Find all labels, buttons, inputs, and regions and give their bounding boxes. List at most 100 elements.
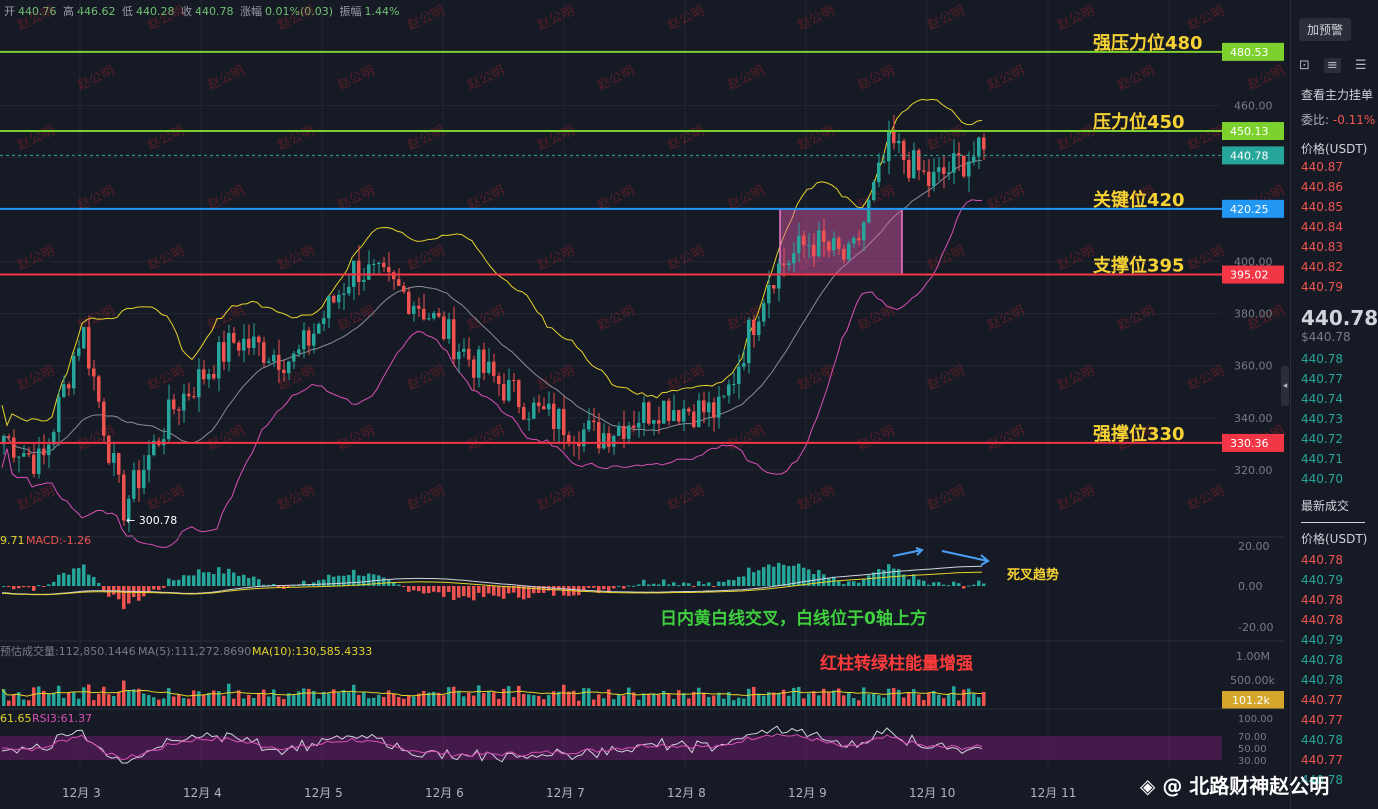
macd-histogram-bar (462, 586, 466, 597)
volume-bar (607, 689, 611, 706)
macd-histogram-bar (77, 567, 81, 586)
volume-bar (167, 688, 171, 706)
candle-body (672, 410, 676, 422)
collapse-sidebar-icon[interactable]: ◂ (1281, 366, 1289, 406)
candle-body (182, 393, 186, 411)
volume-bar (352, 684, 356, 706)
price-tick-label: 360.00 (1234, 360, 1273, 373)
candle-body (462, 348, 466, 352)
candle-body (832, 238, 836, 251)
ask-row[interactable]: 440.79 (1301, 280, 1343, 294)
add-alert-button[interactable]: 加预警 (1299, 18, 1352, 41)
watermark-text: 赵公明 (1055, 4, 1097, 34)
volume-current-tag-text: 101.2k (1232, 694, 1270, 707)
volume-bar (97, 693, 101, 706)
macd-histogram-bar (502, 586, 506, 599)
candle-body (717, 396, 721, 418)
candle-body (367, 264, 371, 280)
macd-histogram-bar (267, 584, 271, 586)
bid-row[interactable]: 440.73 (1301, 412, 1343, 426)
watermark-text: 赵公明 (795, 484, 837, 514)
macd-histogram-bar (217, 567, 221, 586)
bid-row[interactable]: 440.72 (1301, 432, 1343, 446)
rsi-tick-label: 50.00 (1238, 744, 1267, 755)
macd-histogram-bar (97, 582, 101, 586)
rsi-tick-label: 100.00 (1238, 714, 1273, 725)
volume-bar (442, 695, 446, 706)
watermark-text: 赵公明 (795, 124, 837, 154)
macd-histogram-bar (162, 586, 166, 588)
candle-body (297, 349, 301, 354)
volume-bar (142, 693, 146, 706)
bid-row[interactable]: 440.71 (1301, 452, 1343, 466)
candle-body (882, 161, 886, 163)
candle-body (72, 355, 76, 389)
volume-bar (912, 689, 916, 706)
order-ratio-value: -0.11% (1332, 113, 1376, 127)
view-asks-icon[interactable]: ☰ (1354, 58, 1367, 73)
bid-row[interactable]: 440.78 (1301, 352, 1343, 366)
candle-body (912, 150, 916, 179)
macd-histogram-bar (772, 566, 776, 586)
volume-bar (657, 694, 661, 706)
volume-bar (207, 692, 211, 706)
macd-histogram-bar (232, 572, 236, 586)
ask-row[interactable]: 440.87 (1301, 160, 1343, 174)
watermark-text: 赵公明 (15, 364, 57, 394)
candle-body (112, 453, 116, 463)
macd-histogram-bar (637, 584, 641, 586)
bollinger-lower-line (1, 199, 983, 548)
macd-histogram-bar (327, 574, 331, 586)
macd-histogram-bar (17, 586, 21, 589)
volume-bar (507, 686, 511, 706)
bid-row[interactable]: 440.70 (1301, 472, 1343, 486)
volume-bar (197, 691, 201, 706)
candle-body (222, 342, 226, 362)
candle-body (692, 411, 696, 428)
candle-body (502, 384, 506, 401)
macd-histogram-bar (87, 574, 91, 586)
view-bids-icon[interactable]: ≡ (1323, 58, 1341, 73)
macd-histogram-bar (607, 586, 611, 592)
volume-bar (887, 688, 891, 706)
candle-body (597, 422, 601, 449)
bid-row[interactable]: 440.77 (1301, 372, 1343, 386)
watermark-text: 赵公明 (335, 64, 377, 94)
volume-bar (787, 695, 791, 706)
candle-body (357, 260, 361, 283)
level-price-tag-text: 480.53 (1230, 46, 1269, 59)
candle-body (822, 230, 826, 242)
volume-bar (682, 693, 686, 706)
candle-body (782, 263, 786, 266)
volume-bar (117, 691, 121, 706)
candle-body (532, 402, 536, 419)
candle-body (827, 241, 831, 251)
ask-row[interactable]: 440.85 (1301, 200, 1343, 214)
level-label: 支撑位395 (1092, 255, 1185, 277)
view-main-orders-link[interactable]: 查看主力挂单 (1301, 88, 1374, 102)
volume-bar (627, 687, 631, 706)
ask-row[interactable]: 440.83 (1301, 240, 1343, 254)
order-ratio: 委比: -0.11% (1301, 111, 1375, 128)
volume-bar (392, 693, 396, 706)
high-label: 高 (63, 5, 74, 18)
view-both-icon[interactable]: ⊡ (1299, 58, 1310, 73)
candle-body (607, 433, 611, 447)
ask-row[interactable]: 440.82 (1301, 260, 1343, 274)
volume-bar (592, 699, 596, 706)
ask-row[interactable]: 440.84 (1301, 220, 1343, 234)
bid-row[interactable]: 440.74 (1301, 392, 1343, 406)
volume-bar (897, 689, 901, 706)
price-chart[interactable]: 460.00440.00420.00400.00380.00360.00340.… (0, 0, 1285, 809)
volume-bar (257, 693, 261, 706)
volume-bar (772, 692, 776, 706)
volume-bar (602, 698, 606, 706)
candle-body (77, 348, 81, 356)
candle-body (622, 425, 626, 439)
watermark-text: 赵公明 (275, 4, 317, 34)
ask-row[interactable]: 440.86 (1301, 180, 1343, 194)
candle-body (382, 262, 386, 268)
time-tick-label: 12月 5 (304, 786, 343, 800)
watermark-text: 赵公明 (665, 484, 707, 514)
candle-body (627, 425, 631, 439)
